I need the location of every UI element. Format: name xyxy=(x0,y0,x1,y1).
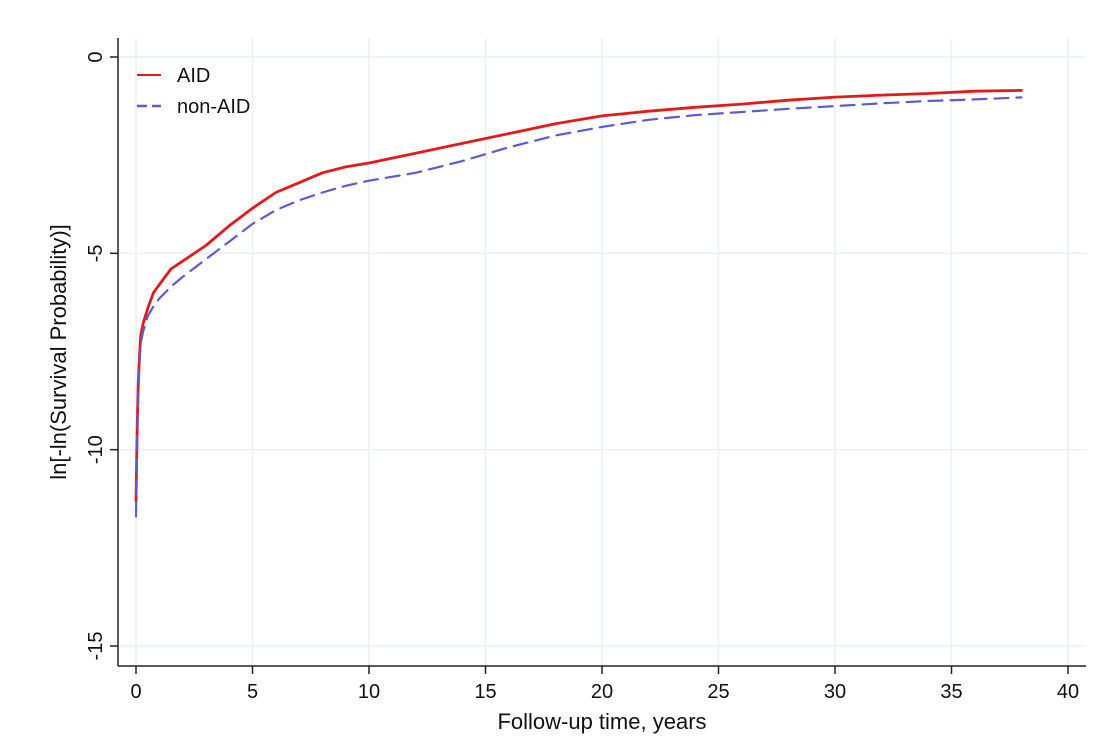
x-tick-label: 35 xyxy=(940,681,962,703)
legend: AID non-AID xyxy=(137,65,250,118)
x-tick-label: 15 xyxy=(474,681,496,703)
y-tick-label: 0 xyxy=(85,51,107,62)
x-tick-label: 25 xyxy=(707,681,729,703)
x-tick-label: 20 xyxy=(591,681,613,703)
y-axis-title: ln[-ln(Survival Probability)] xyxy=(46,224,71,480)
series-line-non-aid xyxy=(134,96,1023,518)
legend-label-aid: AID xyxy=(177,65,210,87)
grid-layer xyxy=(118,38,1086,666)
x-tick-label: 5 xyxy=(247,681,258,703)
x-tick-label: 40 xyxy=(1057,681,1079,703)
x-axis-title: Follow-up time, years xyxy=(497,709,706,734)
x-tick-label: 30 xyxy=(824,681,846,703)
tick-layer: 0 5 10 15 20 25 30 35 40 0 -5 -10 -15 xyxy=(85,51,1079,703)
series-line-aid xyxy=(134,89,1023,503)
legend-label-non-aid: non-AID xyxy=(177,96,250,118)
x-tick-label: 10 xyxy=(358,681,380,703)
x-tick-label: 0 xyxy=(130,681,141,703)
y-tick-label: -10 xyxy=(85,435,107,464)
y-tick-label: -5 xyxy=(85,244,107,262)
series-layer xyxy=(134,89,1023,518)
y-tick-label: -15 xyxy=(85,632,107,661)
